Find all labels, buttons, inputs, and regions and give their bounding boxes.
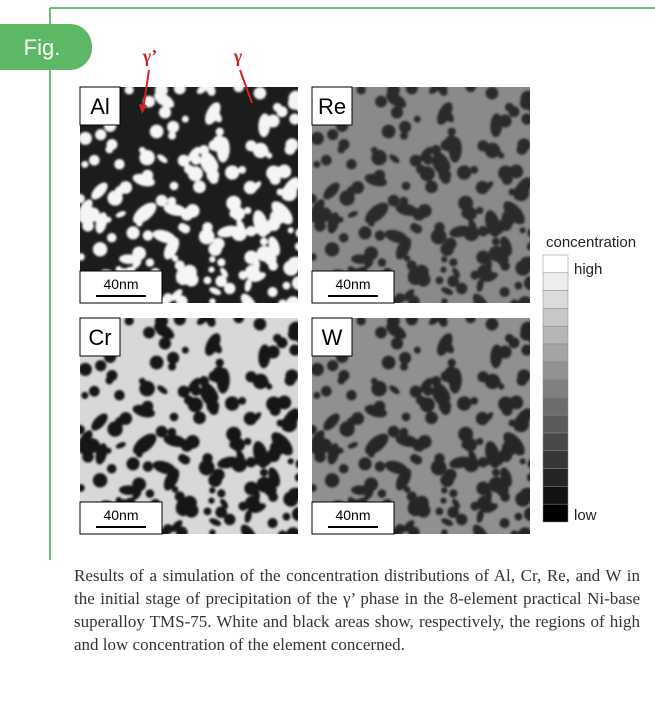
fig-label: Fig. <box>24 35 61 60</box>
colorbar-step <box>543 344 568 362</box>
colorbar-step <box>543 469 568 487</box>
colorbar-step <box>543 415 568 433</box>
colorbar-step <box>543 433 568 451</box>
scale-bar-label: 40nm <box>103 507 138 523</box>
colorbar-step <box>543 504 568 522</box>
caption: Results of a simulation of the concentra… <box>74 564 640 656</box>
colorbar-step <box>543 326 568 344</box>
panel-label: Re <box>318 94 346 119</box>
scale-bar-label: 40nm <box>335 276 370 292</box>
panel-label: W <box>322 325 343 350</box>
panel-label: Cr <box>88 325 111 350</box>
colorbar-step <box>543 397 568 415</box>
panel-label: Al <box>90 94 110 119</box>
colorbar-high: high <box>574 261 602 278</box>
colorbar-step <box>543 308 568 326</box>
colorbar-step <box>543 255 568 273</box>
scale-bar-label: 40nm <box>103 276 138 292</box>
figure: Fig. γ’ γ Al 40nm Re 40nm Cr 40nm W 40nm concen… <box>0 0 655 560</box>
colorbar-step <box>543 486 568 504</box>
colorbar-step <box>543 362 568 380</box>
colorbar-step <box>543 291 568 309</box>
colorbar-step <box>543 273 568 291</box>
page: Fig. γ’ γ Al 40nm Re 40nm Cr 40nm W 40nm concen… <box>0 0 655 722</box>
colorbar-low: low <box>574 507 597 524</box>
colorbar-title: concentration <box>546 234 636 251</box>
annotation: γ’ <box>142 46 157 66</box>
annotation: γ <box>233 46 243 66</box>
scale-bar-label: 40nm <box>335 507 370 523</box>
colorbar-step <box>543 380 568 398</box>
colorbar-step <box>543 451 568 469</box>
